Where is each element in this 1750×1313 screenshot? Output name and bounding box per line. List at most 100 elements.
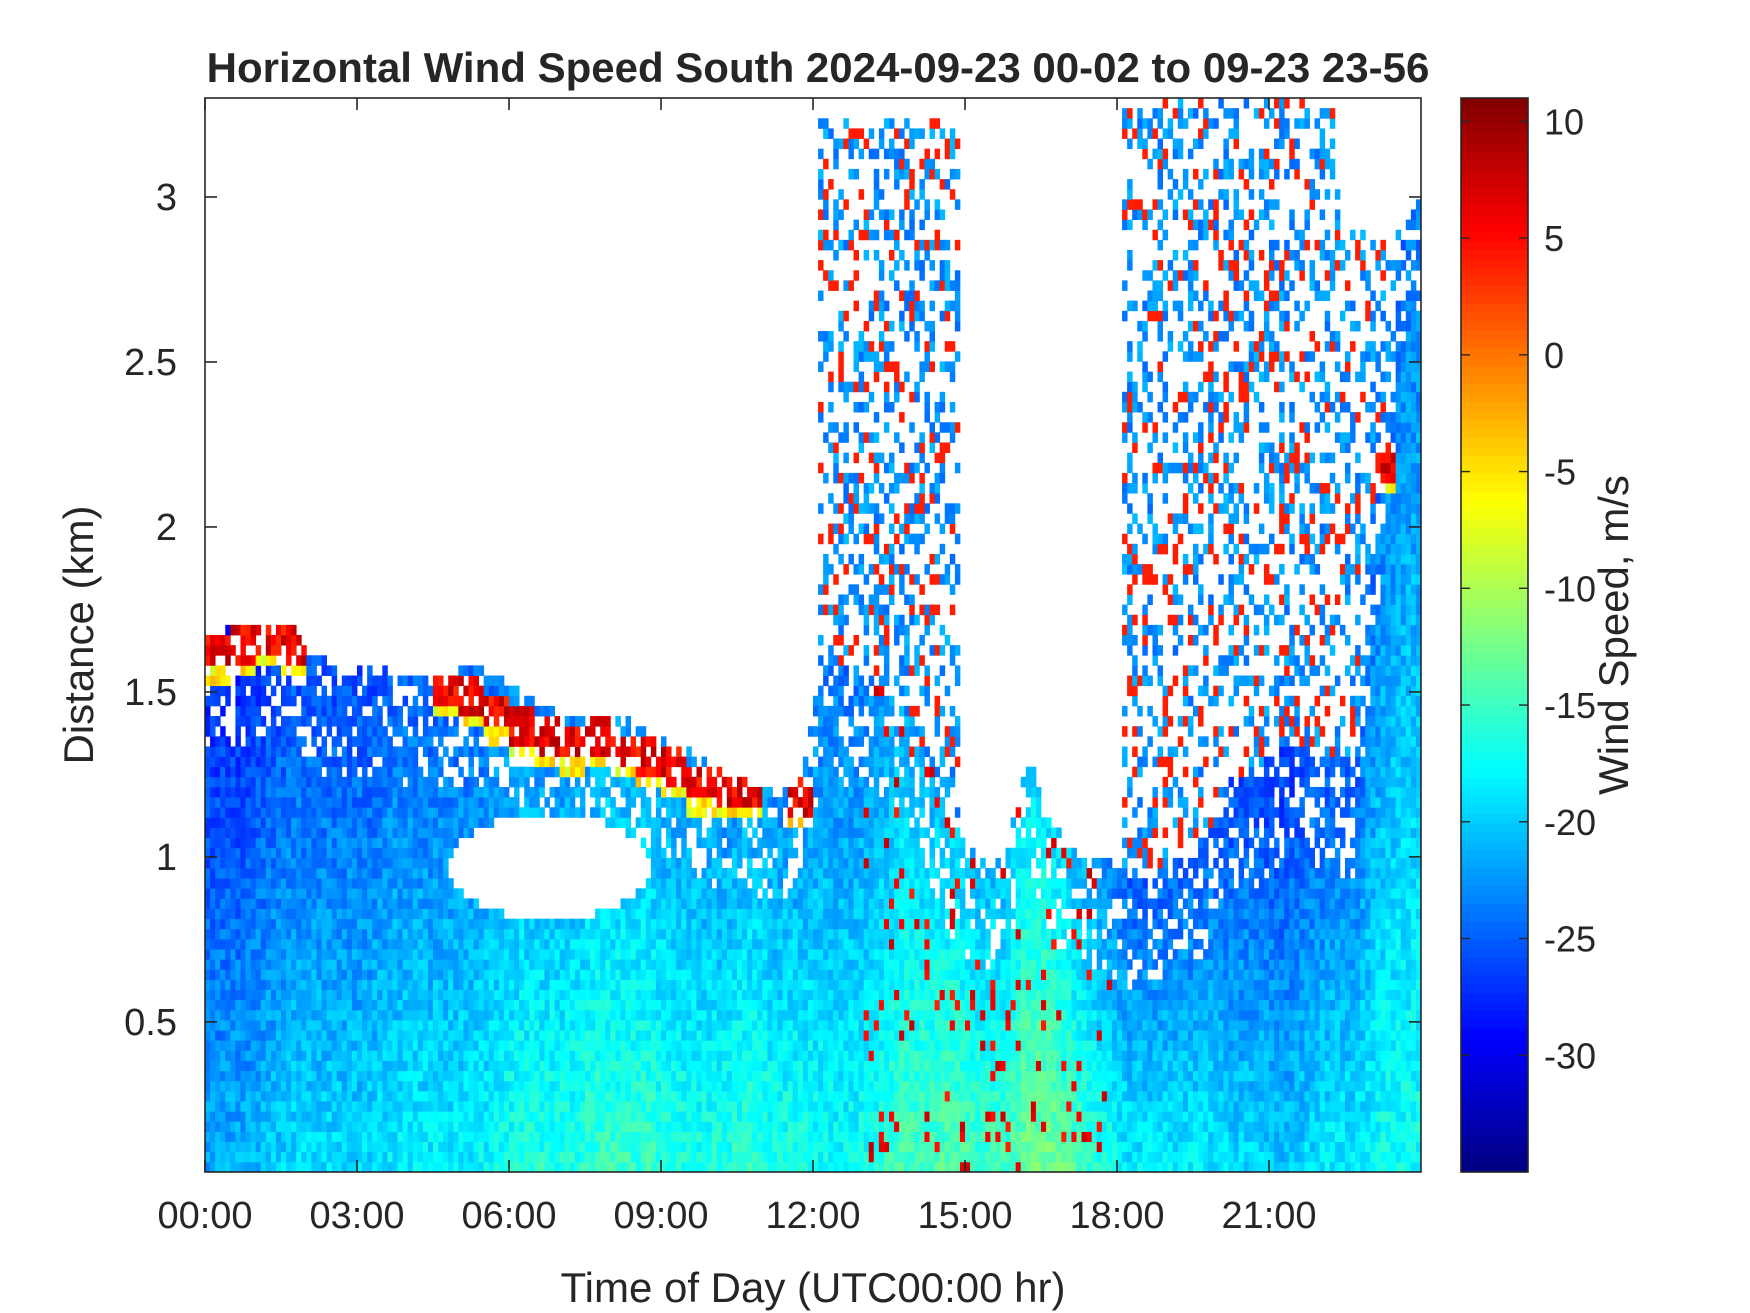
heatmap-cell [600, 1161, 606, 1173]
heatmap-cell [585, 949, 591, 960]
heatmap-cell [392, 969, 398, 980]
heatmap-cell [346, 1131, 353, 1142]
heatmap-cell [737, 1161, 743, 1173]
heatmap-cell [590, 1070, 596, 1082]
heatmap-cell [407, 999, 414, 1011]
heatmap-cell [645, 807, 652, 818]
heatmap-cell [574, 969, 581, 980]
heatmap-cell [813, 989, 819, 1001]
heatmap-cell [311, 969, 317, 980]
heatmap-cell [260, 938, 267, 950]
heatmap-cell [311, 776, 317, 788]
heatmap-cell [326, 756, 333, 768]
heatmap-cell [650, 1060, 657, 1072]
heatmap-cell [610, 1070, 616, 1082]
heatmap-cell [503, 786, 510, 798]
heatmap-cell [772, 898, 778, 909]
heatmap-cell [797, 918, 804, 930]
heatmap-cell [600, 928, 606, 940]
heatmap-cell [422, 1111, 429, 1122]
heatmap-cell [382, 918, 388, 930]
heatmap-cell [331, 928, 338, 940]
heatmap-cell [635, 1070, 642, 1082]
heatmap-cell [726, 969, 733, 980]
heatmap-cell [351, 685, 358, 697]
heatmap-cell [503, 928, 510, 940]
heatmap-cell [412, 776, 419, 788]
heatmap-cell [336, 847, 343, 859]
heatmap-cell [574, 1101, 581, 1112]
heatmap-cell [509, 989, 515, 1001]
heatmap-cell [281, 938, 287, 950]
heatmap-cell [701, 1151, 707, 1163]
heatmap-cell [813, 726, 819, 737]
heatmap-cell [772, 1101, 778, 1112]
heatmap-cell [519, 938, 525, 950]
heatmap-cell [270, 1141, 277, 1153]
heatmap-cell [691, 949, 697, 960]
heatmap-cell [448, 827, 454, 839]
heatmap-cell [433, 949, 439, 960]
heatmap-cell [240, 746, 246, 757]
heatmap-cell [230, 837, 236, 849]
heatmap-cell [777, 837, 783, 849]
heatmap-cell [321, 1070, 327, 1082]
heatmap-cell [777, 857, 783, 869]
heatmap-cell [742, 888, 748, 899]
heatmap-cell [336, 1060, 343, 1072]
heatmap-cell [696, 989, 702, 1001]
heatmap-cell [448, 1161, 454, 1173]
heatmap-cell [296, 756, 302, 768]
heatmap-cell [306, 1101, 312, 1112]
heatmap-cell [291, 1121, 297, 1132]
heatmap-cell [726, 807, 733, 818]
heatmap-cell [463, 716, 469, 727]
heatmap-cell [802, 959, 809, 970]
heatmap-cell [797, 1020, 804, 1031]
heatmap-cell [372, 1070, 378, 1082]
heatmap-cell [341, 776, 348, 788]
heatmap-cell [468, 949, 474, 960]
heatmap-cell [762, 786, 768, 798]
heatmap-cell [767, 1131, 773, 1142]
heatmap-cell [245, 624, 251, 636]
heatmap-cell [367, 868, 373, 879]
heatmap-cell [433, 827, 439, 839]
heatmap-cell [666, 1080, 672, 1092]
heatmap-cell [281, 1040, 287, 1051]
heatmap-cell [468, 807, 474, 818]
heatmap-cell [757, 1080, 763, 1092]
heatmap-cell [524, 1101, 530, 1112]
heatmap-cell [433, 898, 439, 909]
heatmap-cell [559, 1009, 566, 1021]
heatmap-cell [402, 888, 409, 899]
heatmap-cell [427, 1040, 434, 1051]
heatmap-cell [757, 1070, 763, 1082]
heatmap-cell [787, 969, 794, 980]
heatmap-cell [534, 1121, 540, 1132]
heatmap-cell [392, 979, 398, 991]
heatmap-cell [777, 1009, 783, 1021]
heatmap-cell [579, 1090, 586, 1102]
heatmap-cell [260, 746, 267, 757]
heatmap-cell [357, 1111, 363, 1122]
heatmap-cell [590, 1101, 596, 1112]
heatmap-cell [438, 1090, 444, 1102]
heatmap-cell [433, 1121, 439, 1132]
heatmap-cell [296, 1020, 302, 1031]
heatmap-cell [473, 1121, 479, 1132]
heatmap-cell [250, 1050, 257, 1061]
heatmap-cell [716, 1080, 723, 1092]
heatmap-cell [417, 675, 424, 687]
heatmap-cell [346, 847, 353, 859]
heatmap-cell [458, 695, 464, 707]
heatmap-cell [255, 949, 262, 960]
heatmap-cell [205, 645, 211, 656]
heatmap-cell [701, 1161, 707, 1173]
heatmap-cell [671, 1131, 677, 1142]
heatmap-cell [417, 1131, 424, 1142]
heatmap-cell [397, 1101, 403, 1112]
heatmap-cell [311, 675, 317, 687]
heatmap-cell [473, 776, 479, 788]
heatmap-cell [579, 1111, 586, 1122]
